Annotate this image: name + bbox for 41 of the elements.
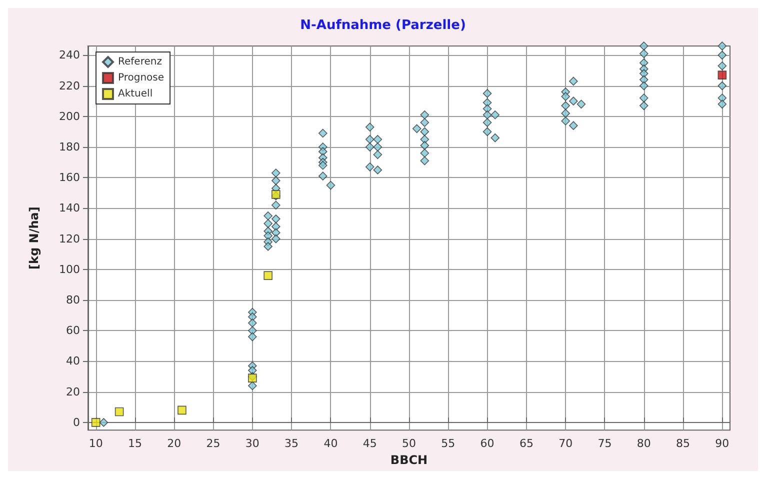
y-tick-label: 80	[66, 294, 80, 307]
y-tick-label: 120	[59, 232, 80, 246]
y-tick-label: 60	[66, 324, 80, 338]
y-tick-label: 20	[66, 385, 80, 398]
legend-label: Prognose	[118, 72, 164, 84]
x-tick-label: 60	[480, 437, 494, 450]
y-tick-label: 140	[59, 202, 80, 215]
x-tick-label: 55	[441, 437, 456, 450]
x-tick-label: 85	[676, 437, 690, 450]
x-tick-label: 25	[206, 437, 220, 450]
point	[114, 407, 124, 416]
x-tick-label: 75	[598, 437, 612, 450]
legend-label: Referenz	[118, 56, 162, 68]
x-tick-label: 10	[88, 437, 103, 450]
y-tick-label: 180	[59, 140, 80, 154]
x-tick-label: 50	[402, 437, 416, 450]
x-tick-label: 40	[324, 437, 338, 450]
x-tick-label: 20	[167, 437, 182, 450]
y-axis-title: [kg N/ha]	[27, 206, 41, 270]
y-tick-label: 160	[59, 171, 80, 184]
y-tick-label: 100	[59, 262, 80, 276]
x-tick-label: 30	[245, 437, 260, 450]
point	[91, 418, 100, 427]
y-tick-label: 200	[59, 110, 80, 123]
x-tick-label: 35	[284, 437, 299, 450]
point	[178, 406, 186, 415]
x-tick-label: 15	[128, 437, 142, 450]
x-tick-label: 80	[636, 437, 651, 450]
x-tick-label: 45	[362, 437, 377, 450]
y-tick-label: 0	[73, 416, 80, 429]
y-tick-label: 220	[59, 79, 80, 92]
x-tick-label: 90	[715, 437, 730, 450]
x-tick-label: 70	[558, 437, 573, 450]
y-tick-label: 40	[66, 354, 80, 368]
legend-label: Aktuell	[118, 88, 153, 100]
x-tick-label: 65	[519, 437, 534, 450]
point	[718, 70, 727, 80]
y-tick-label: 240	[59, 48, 80, 62]
chart-title: N-Aufnahme (Parzelle)	[300, 18, 466, 33]
point	[264, 271, 272, 280]
x-axis-title: BBCH	[390, 453, 428, 467]
